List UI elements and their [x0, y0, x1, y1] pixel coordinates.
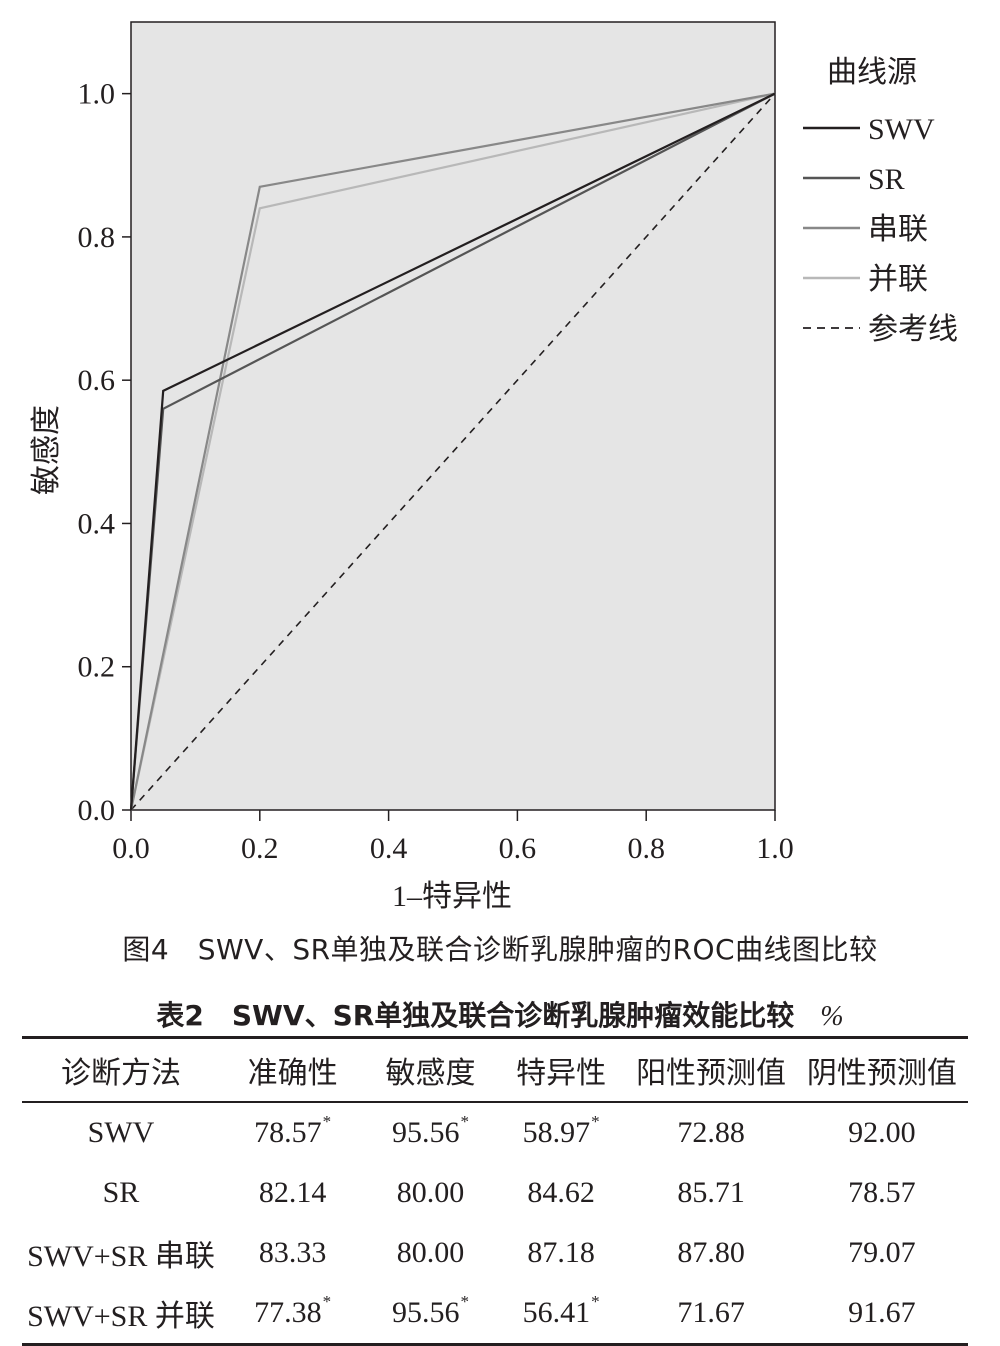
series-line-2	[129, 92, 776, 811]
value-text: 56.41	[522, 1296, 591, 1329]
header-ppv: 阳性预测值	[626, 1036, 796, 1103]
table-caption: 表2 SWV、SR单独及联合诊断乳腺肿瘤效能比较%	[0, 994, 1000, 1034]
y-tick-label: 0.2	[78, 651, 116, 684]
y-tick-label: 0.4	[78, 507, 116, 540]
value-cell: 79.07	[796, 1223, 968, 1283]
value-cell: 87.80	[626, 1223, 795, 1283]
series-line-3	[129, 92, 776, 811]
value-text: 92.00	[848, 1116, 916, 1149]
legend-label-1: SR	[868, 163, 905, 196]
y-tick-label: 0.6	[78, 364, 116, 397]
header-method: 诊断方法	[22, 1036, 220, 1103]
roc-chart: 0.0 0.2 0.4 0.6 0.8 1.0 0.0 0.2 0.4 0.6 0.8 1.0 1–…	[30, 21, 958, 913]
value-cell: 72.88	[626, 1102, 795, 1163]
x-axis: 0.0 0.2 0.4 0.6 0.8 1.0	[112, 810, 794, 865]
y-axis-label: 敏感度	[30, 405, 63, 495]
value-text: 58.97	[522, 1116, 591, 1149]
value-cell: 92.00	[796, 1102, 968, 1163]
value-cell: 78.57*	[220, 1102, 365, 1163]
value-cell: 83.33	[220, 1223, 365, 1283]
legend-label-4: 参考线	[868, 313, 958, 346]
y-tick-label: 0.8	[78, 221, 116, 254]
method-cell: SWV+SR 并联	[22, 1283, 220, 1346]
value-cell: 84.62	[496, 1163, 627, 1223]
header-sensitivity: 敏感度	[365, 1036, 496, 1103]
legend-label-0: SWV	[868, 113, 935, 146]
value-cell: 91.67	[795, 1283, 968, 1346]
value-cell: 80.00	[365, 1223, 496, 1283]
series-line-0	[129, 92, 776, 811]
x-axis-label: 1–特异性	[392, 880, 512, 913]
table-unit: %	[820, 1001, 844, 1032]
value-text: 80.00	[396, 1236, 465, 1269]
significance-mark: *	[591, 1112, 600, 1131]
value-text: 87.80	[677, 1236, 745, 1269]
value-text: 85.71	[677, 1176, 745, 1209]
value-cell: 56.41*	[495, 1283, 627, 1346]
value-cell: 95.56*	[365, 1102, 496, 1163]
value-cell: 58.97*	[496, 1102, 627, 1163]
table-row: SWV 78.57* 95.56* 58.97* 72.88 92.00	[22, 1102, 968, 1163]
series-line-4	[130, 93, 776, 811]
series-lines	[129, 92, 776, 811]
value-cell: 78.57	[796, 1163, 968, 1223]
value-text: 72.88	[677, 1116, 745, 1149]
header-specificity: 特异性	[495, 1036, 627, 1103]
value-text: 82.14	[258, 1176, 327, 1209]
table-row: SWV+SR 串联 83.33 80.00 87.18 87.80 79.07	[22, 1223, 968, 1283]
value-text: 77.38	[254, 1296, 322, 1329]
value-cell: 77.38*	[219, 1283, 366, 1346]
y-tick-label: 0.0	[78, 794, 116, 827]
method-cell: SWV+SR 串联	[27, 1240, 215, 1273]
x-tick-label: 1.0	[756, 832, 794, 865]
value-text: 78.57	[848, 1176, 916, 1209]
value-cell: 71.67	[626, 1283, 796, 1346]
value-cell: 80.00	[365, 1163, 496, 1223]
table-body: SWV 78.57* 95.56* 58.97* 72.88 92.00 SR 82.14 80…	[22, 1102, 968, 1346]
table-row: SR 82.14 80.00 84.62 85.71 78.57	[22, 1163, 968, 1223]
value-cell: 95.56*	[365, 1283, 496, 1346]
significance-mark: *	[591, 1292, 600, 1311]
value-cell: 87.18	[496, 1223, 627, 1283]
method-cell: SWV	[87, 1116, 155, 1149]
y-axis: 0.0 0.2 0.4 0.6 0.8 1.0	[78, 78, 131, 827]
plot-area	[130, 21, 776, 811]
significance-mark: *	[460, 1292, 469, 1311]
legend-label-2: 串联	[868, 213, 928, 246]
figure-caption: 图4 SWV、SR单独及联合诊断乳腺肿瘤的ROC曲线图比较	[122, 933, 878, 966]
significance-mark: *	[322, 1292, 332, 1311]
value-text: 79.07	[848, 1236, 916, 1269]
value-text: 95.56	[391, 1116, 460, 1149]
y-tick-label: 1.0	[78, 78, 116, 111]
header-npv: 阴性预测值	[795, 1036, 968, 1103]
value-text: 78.57	[254, 1116, 322, 1149]
table-header-row: 诊断方法 准确性 敏感度 特异性 阳性预测值 阴性预测值	[22, 1036, 968, 1103]
value-text: 95.56	[391, 1296, 460, 1329]
value-text: 91.67	[848, 1296, 916, 1329]
value-cell: 85.71	[626, 1163, 795, 1223]
legend-label-3: 并联	[868, 263, 928, 296]
value-text: 83.33	[258, 1236, 327, 1269]
performance-table: 诊断方法 准确性 敏感度 特异性 阳性预测值 阴性预测值 SWV 78.57* 95…	[22, 1036, 968, 1346]
value-text: 87.18	[527, 1236, 595, 1269]
x-tick-label: 0.4	[370, 832, 408, 865]
value-text: 80.00	[396, 1176, 465, 1209]
value-text: 71.67	[677, 1296, 745, 1329]
method-cell: SR	[102, 1176, 140, 1209]
x-tick-label: 0.0	[112, 832, 150, 865]
table-caption-text: 表2 SWV、SR单独及联合诊断乳腺肿瘤效能比较	[156, 999, 795, 1032]
value-text: 84.62	[527, 1176, 595, 1209]
value-cell: 82.14	[220, 1163, 365, 1223]
significance-mark: *	[322, 1112, 332, 1131]
x-tick-label: 0.2	[241, 832, 279, 865]
header-accuracy: 准确性	[219, 1036, 366, 1103]
legend-title: 曲线源	[827, 56, 917, 89]
x-tick-label: 0.8	[627, 832, 665, 865]
x-tick-label: 0.6	[499, 832, 537, 865]
table-row: SWV+SR 并联 77.38* 95.56* 56.41* 71.67 91.67	[22, 1283, 968, 1346]
significance-mark: *	[460, 1112, 469, 1131]
